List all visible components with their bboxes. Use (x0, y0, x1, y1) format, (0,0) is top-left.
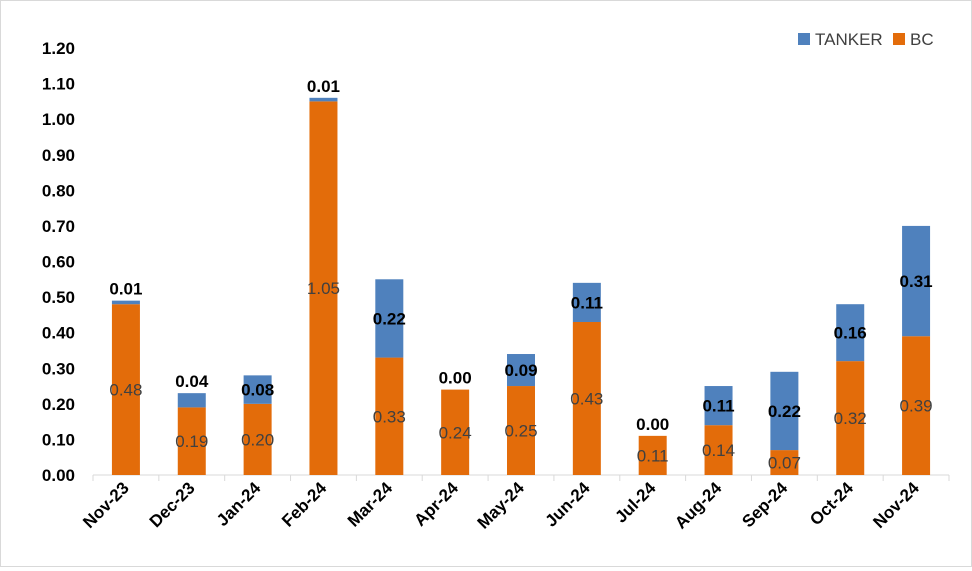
bar-tanker (704, 386, 733, 426)
data-label-bc: 0.25 (504, 422, 537, 441)
x-tick-label: Jul-24 (611, 478, 660, 527)
x-tick-label: Jun-24 (541, 478, 594, 531)
x-tick-label: Oct-24 (806, 478, 857, 529)
bar-tanker (572, 282, 601, 322)
x-tick-label: Nov-23 (79, 478, 133, 532)
legend-swatch-tanker (798, 33, 810, 45)
bar-tanker (243, 375, 272, 404)
bar-bc (243, 403, 272, 475)
data-label-tanker: 0.08 (241, 381, 274, 400)
data-label-tanker: 0.01 (109, 280, 142, 299)
data-label-bc: 0.48 (109, 381, 142, 400)
x-tick-label: Apr-24 (410, 478, 462, 530)
legend-label-bc: BC (910, 30, 934, 49)
bar-tanker (111, 300, 140, 305)
x-tick-label: Dec-23 (146, 478, 199, 531)
data-label-tanker: 0.09 (504, 361, 537, 380)
data-label-bc: 1.05 (307, 279, 340, 298)
x-tick-label: Nov-24 (869, 478, 923, 532)
data-label-bc: 0.43 (570, 389, 603, 408)
data-label-tanker: 0.01 (307, 77, 340, 96)
y-tick-label: 0.70 (42, 217, 75, 236)
x-tick-label: Feb-24 (278, 478, 331, 531)
data-label-bc: 0.24 (439, 423, 472, 442)
x-tick-label: May-24 (474, 478, 529, 533)
bar-tanker (836, 304, 865, 362)
y-tick-label: 0.50 (42, 288, 75, 307)
data-label-tanker: 0.11 (571, 293, 603, 312)
data-label-bc: 0.07 (768, 454, 801, 473)
bar-bc (507, 386, 535, 475)
y-tick-label: 0.30 (42, 359, 75, 378)
bar-bc (309, 101, 338, 475)
x-tick-label: Aug-24 (671, 478, 726, 533)
bars (111, 97, 931, 475)
bar-bc (572, 321, 601, 475)
data-label-tanker: 0.16 (834, 324, 867, 343)
bar-bc (441, 389, 470, 475)
y-tick-label: 0.00 (42, 466, 75, 485)
bar-bc (836, 361, 865, 475)
bar-tanker (507, 354, 535, 387)
bar-bc (770, 450, 799, 475)
bar-tanker (770, 371, 799, 451)
data-label-tanker: 0.00 (636, 415, 669, 434)
bar-tanker (177, 393, 206, 408)
y-tick-label: 1.20 (42, 39, 75, 58)
y-tick-label: 0.60 (42, 253, 75, 272)
bar-tanker (375, 279, 404, 358)
bar-bc (638, 435, 667, 475)
data-labels: 0.48 0.01 0.19 0.04 0.20 0.08 1.05 0.01 0.33 0.22… (109, 77, 932, 473)
data-label-bc: 0.19 (175, 432, 208, 451)
legend-label-tanker: TANKER (815, 30, 883, 49)
data-label-tanker: 0.00 (439, 369, 472, 388)
legend: TANKER BC (798, 30, 934, 49)
y-tick-label: 0.10 (42, 430, 75, 449)
y-tick-label: 1.10 (42, 75, 75, 94)
bar-bc (177, 407, 206, 475)
bar-bc (111, 304, 140, 475)
bar-bc (375, 357, 404, 475)
y-tick-label: 0.40 (42, 324, 75, 343)
bar-tanker (902, 225, 931, 337)
data-label-bc: 0.33 (373, 407, 406, 426)
y-tick-label: 0.80 (42, 181, 75, 200)
data-label-tanker: 0.11 (702, 397, 734, 416)
data-label-tanker: 0.31 (900, 272, 933, 291)
y-tick-label: 1.00 (42, 110, 75, 129)
legend-swatch-bc (893, 33, 905, 45)
x-tick-label: Sep-24 (738, 478, 791, 531)
data-label-bc: 0.39 (900, 397, 933, 416)
data-label-tanker: 0.22 (768, 402, 801, 421)
bar-bc (902, 336, 931, 475)
data-label-bc: 0.11 (637, 446, 669, 465)
bar-tanker (309, 97, 338, 102)
data-label-bc: 0.20 (241, 430, 274, 449)
x-tick-label: Mar-24 (344, 478, 397, 531)
data-label-bc: 0.32 (834, 409, 867, 428)
y-tick-label: 0.20 (42, 395, 75, 414)
data-label-bc: 0.14 (702, 441, 735, 460)
data-label-tanker: 0.22 (373, 309, 406, 328)
data-label-tanker: 0.04 (175, 372, 209, 391)
x-tick-label: Jan-24 (213, 478, 265, 530)
bar-bc (704, 425, 733, 475)
y-tick-label: 0.90 (42, 146, 75, 165)
